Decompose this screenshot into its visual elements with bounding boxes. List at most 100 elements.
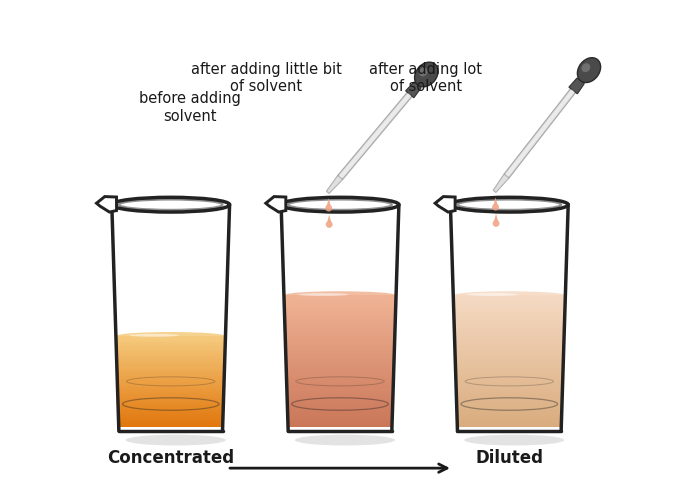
- Polygon shape: [287, 387, 393, 389]
- Ellipse shape: [130, 334, 179, 337]
- Polygon shape: [116, 356, 225, 358]
- Polygon shape: [116, 336, 226, 337]
- Polygon shape: [455, 348, 564, 350]
- Polygon shape: [457, 423, 561, 425]
- Polygon shape: [118, 418, 223, 420]
- Polygon shape: [456, 374, 563, 376]
- Polygon shape: [455, 346, 564, 348]
- Polygon shape: [266, 197, 286, 212]
- Polygon shape: [286, 344, 394, 346]
- Polygon shape: [118, 401, 224, 403]
- Polygon shape: [454, 308, 565, 310]
- Polygon shape: [456, 385, 562, 387]
- Polygon shape: [285, 334, 395, 336]
- Polygon shape: [454, 334, 564, 336]
- Polygon shape: [117, 377, 224, 379]
- Polygon shape: [285, 326, 395, 328]
- Polygon shape: [286, 352, 394, 355]
- Polygon shape: [116, 349, 225, 351]
- Polygon shape: [286, 356, 394, 358]
- Polygon shape: [494, 214, 498, 221]
- Polygon shape: [118, 422, 223, 423]
- Polygon shape: [117, 366, 224, 368]
- Polygon shape: [339, 93, 411, 178]
- Polygon shape: [456, 392, 562, 394]
- Polygon shape: [286, 374, 394, 376]
- Polygon shape: [458, 425, 561, 427]
- Polygon shape: [118, 410, 223, 412]
- Polygon shape: [286, 366, 394, 368]
- Polygon shape: [288, 403, 392, 405]
- Polygon shape: [286, 341, 394, 343]
- Polygon shape: [284, 308, 396, 310]
- Polygon shape: [118, 409, 223, 411]
- Polygon shape: [284, 295, 396, 297]
- Polygon shape: [569, 78, 584, 94]
- Polygon shape: [454, 310, 565, 312]
- Polygon shape: [286, 378, 394, 381]
- Ellipse shape: [326, 221, 333, 228]
- Polygon shape: [287, 390, 393, 392]
- Polygon shape: [286, 351, 394, 353]
- Polygon shape: [117, 371, 224, 373]
- Polygon shape: [456, 383, 562, 385]
- Polygon shape: [286, 362, 394, 365]
- Polygon shape: [287, 383, 393, 385]
- Polygon shape: [455, 343, 564, 345]
- Polygon shape: [454, 328, 564, 330]
- Polygon shape: [456, 387, 562, 389]
- Polygon shape: [286, 372, 394, 374]
- Polygon shape: [286, 339, 394, 341]
- Ellipse shape: [454, 291, 565, 299]
- Polygon shape: [456, 366, 563, 368]
- Polygon shape: [456, 378, 563, 381]
- Polygon shape: [285, 318, 395, 320]
- Ellipse shape: [492, 220, 500, 227]
- Polygon shape: [117, 373, 224, 374]
- Ellipse shape: [116, 332, 226, 340]
- Polygon shape: [117, 362, 224, 363]
- Polygon shape: [454, 298, 565, 300]
- Polygon shape: [288, 413, 392, 415]
- Polygon shape: [286, 357, 394, 360]
- Polygon shape: [118, 413, 223, 414]
- Polygon shape: [288, 411, 392, 414]
- Polygon shape: [285, 328, 395, 330]
- Polygon shape: [457, 403, 562, 405]
- Polygon shape: [118, 384, 224, 386]
- Polygon shape: [454, 311, 565, 313]
- Polygon shape: [288, 418, 392, 420]
- Ellipse shape: [126, 435, 226, 446]
- Polygon shape: [456, 398, 562, 400]
- Polygon shape: [454, 319, 564, 322]
- Polygon shape: [286, 336, 394, 338]
- Polygon shape: [456, 397, 562, 399]
- Polygon shape: [454, 303, 565, 305]
- Polygon shape: [284, 296, 396, 299]
- Polygon shape: [457, 413, 562, 415]
- Polygon shape: [455, 351, 564, 353]
- Polygon shape: [454, 306, 565, 308]
- Polygon shape: [286, 346, 394, 348]
- Polygon shape: [284, 300, 396, 302]
- Polygon shape: [284, 305, 396, 307]
- Polygon shape: [287, 393, 393, 395]
- Polygon shape: [454, 313, 565, 315]
- Polygon shape: [285, 319, 395, 322]
- Polygon shape: [455, 341, 564, 343]
- Polygon shape: [454, 323, 564, 325]
- Polygon shape: [457, 410, 562, 412]
- Polygon shape: [284, 311, 396, 313]
- Polygon shape: [455, 354, 564, 356]
- Polygon shape: [287, 395, 393, 397]
- Polygon shape: [456, 364, 563, 366]
- Polygon shape: [118, 407, 223, 409]
- Polygon shape: [288, 421, 392, 423]
- Polygon shape: [116, 357, 225, 359]
- Polygon shape: [118, 421, 223, 422]
- Polygon shape: [454, 305, 565, 307]
- Ellipse shape: [467, 293, 517, 296]
- Polygon shape: [116, 353, 225, 354]
- Polygon shape: [117, 376, 224, 378]
- Polygon shape: [116, 344, 225, 345]
